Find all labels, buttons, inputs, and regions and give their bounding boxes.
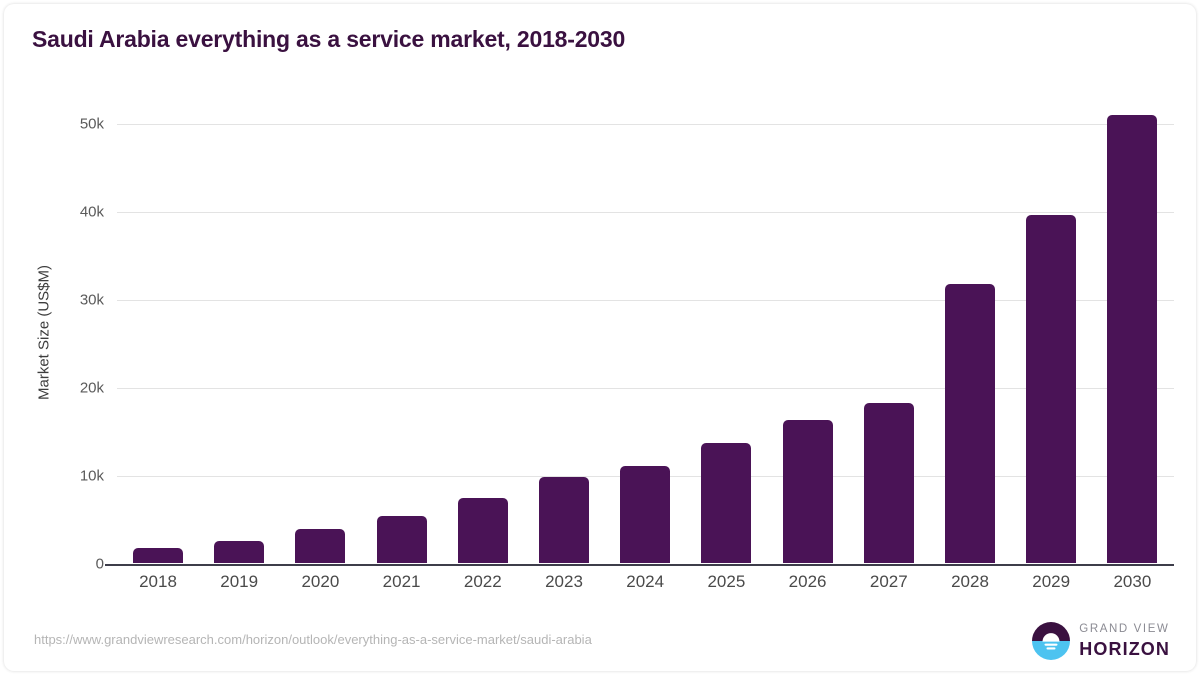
x-axis-tick-label-2026: 2026 — [788, 572, 827, 591]
y-axis-tick-label: 40k — [79, 203, 104, 221]
x-axis-tick-label-2019: 2019 — [220, 572, 259, 591]
bar-2028[interactable] — [945, 283, 995, 564]
bar-2022[interactable] — [457, 498, 508, 564]
gridline — [117, 212, 1174, 213]
x-axis-tick-label-2024: 2024 — [626, 572, 665, 591]
gridline — [117, 300, 1174, 301]
gridline — [117, 124, 1174, 125]
chart-plot-area: Market Size (US$M) 0 10k 20k 30k 40k 50k 2018… — [4, 4, 1196, 604]
y-axis-tick-label: 30k — [79, 291, 104, 309]
bar-2018[interactable] — [133, 547, 183, 564]
grand-view-horizon-icon — [1032, 622, 1071, 660]
x-axis-tick-label-2022: 2022 — [463, 572, 502, 591]
bar-2030[interactable] — [1107, 115, 1158, 564]
y-axis-tick-mark — [105, 563, 117, 566]
bar-2024[interactable] — [620, 465, 671, 564]
x-axis-tick-label-2029: 2029 — [1032, 572, 1071, 591]
x-axis-tick-label-2018: 2018 — [139, 572, 177, 591]
bar-2027[interactable] — [863, 402, 914, 564]
logo-bottom-text: HORIZON — [1079, 638, 1170, 659]
x-axis-tick-label-2027: 2027 — [869, 572, 908, 591]
bar-2025[interactable] — [701, 443, 752, 564]
y-axis-tick-label: 10k — [79, 467, 104, 485]
logo-top-text: GRAND VIEW — [1079, 623, 1170, 636]
chart-card: Saudi Arabia everything as a service mar… — [4, 4, 1196, 671]
axis-baseline — [117, 563, 1174, 566]
y-axis-tick-label: 20k — [79, 379, 104, 397]
logo-text: GRAND VIEW HORIZON — [1079, 624, 1170, 658]
bar-2021[interactable] — [376, 516, 427, 564]
bar-2019[interactable] — [214, 540, 265, 564]
bar-2029[interactable] — [1026, 215, 1077, 564]
source-url[interactable]: https://www.grandviewresearch.com/horizo… — [34, 632, 592, 647]
bar-2020[interactable] — [295, 529, 346, 564]
brand-logo: GRAND VIEW HORIZON — [1032, 622, 1170, 660]
x-axis-tick-label-2025: 2025 — [707, 572, 746, 591]
bar-2023[interactable] — [539, 477, 589, 564]
x-axis-tick-label-2020: 2020 — [301, 572, 340, 591]
bar-2026[interactable] — [782, 420, 833, 564]
x-axis-tick-label-2023: 2023 — [545, 572, 583, 591]
y-axis-tick-label: 50k — [79, 115, 104, 133]
bar-series: 2018 2019 2020 2021 2022 2023 2024 2025 2026 2027… — [4, 4, 1196, 604]
page-title: Saudi Arabia everything as a service mar… — [32, 26, 626, 52]
x-axis-tick-label-2021: 2021 — [382, 572, 421, 591]
gridline — [117, 388, 1174, 389]
x-axis-tick-label-2028: 2028 — [951, 572, 989, 591]
x-axis-tick-label-2030: 2030 — [1113, 572, 1152, 591]
y-axis-tick-label: 0 — [95, 555, 104, 572]
